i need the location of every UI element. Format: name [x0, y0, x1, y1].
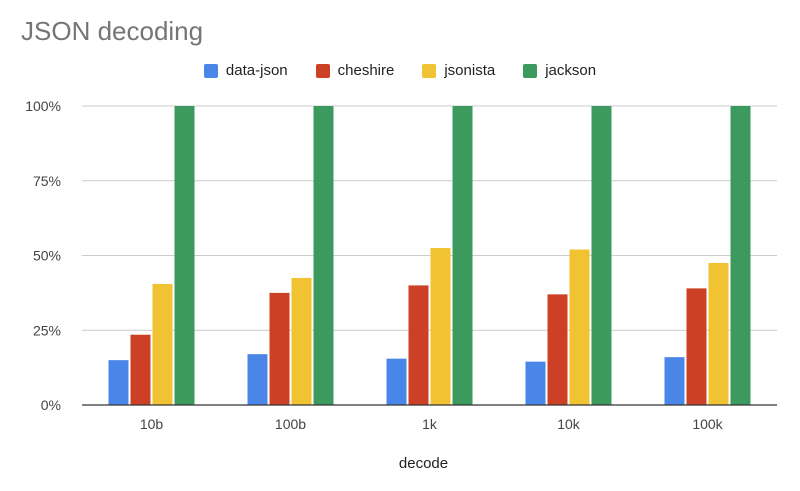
legend-item-cheshire[interactable]: cheshire [315, 62, 395, 79]
bar-cheshire-10b[interactable] [130, 334, 151, 405]
bar-jackson-10k[interactable] [591, 106, 612, 405]
x-tick-label: 100k [692, 416, 723, 432]
x-tick-label: 1k [422, 416, 438, 432]
bar-cheshire-100b[interactable] [269, 292, 290, 405]
bar-data-json-100k[interactable] [664, 357, 685, 405]
legend-swatch-jackson [523, 63, 538, 78]
x-tick-label: 10k [557, 416, 581, 432]
bar-cheshire-1k[interactable] [408, 285, 429, 405]
legend-swatch-jsonista [422, 63, 437, 78]
x-tick-label: 10b [140, 416, 164, 432]
bar-data-json-1k[interactable] [386, 358, 407, 405]
y-tick-label: 75% [33, 173, 61, 189]
bar-jackson-100k[interactable] [730, 106, 751, 405]
legend-item-data-json[interactable]: data-json [203, 62, 288, 79]
bar-jsonista-100b[interactable] [291, 277, 312, 405]
y-tick-label: 25% [33, 322, 61, 338]
legend: data-json cheshire jsonista jackson [0, 62, 800, 79]
bar-data-json-100b[interactable] [247, 354, 268, 405]
bar-jsonista-10k[interactable] [569, 249, 590, 405]
y-tick-label: 100% [25, 98, 61, 114]
y-tick-label: 50% [33, 248, 61, 264]
bar-jackson-100b[interactable] [313, 106, 334, 405]
bar-jsonista-1k[interactable] [430, 248, 451, 405]
x-tick-label: 100b [275, 416, 306, 432]
legend-swatch-data-json [203, 63, 218, 78]
bar-data-json-10b[interactable] [108, 360, 129, 405]
legend-label-jsonista: jsonista [444, 62, 496, 79]
x-axis-title: decode [399, 455, 448, 472]
bar-cheshire-100k[interactable] [686, 288, 707, 405]
bar-data-json-10k[interactable] [525, 361, 546, 405]
y-axis-ticks: 0% 25% 50% 75% 100% [25, 98, 61, 413]
x-axis-ticks: 10b 100b 1k 10k 100k [140, 416, 724, 432]
bar-jackson-10b[interactable] [174, 106, 195, 405]
bar-jsonista-10b[interactable] [152, 283, 173, 405]
y-tick-label: 0% [41, 397, 61, 413]
legend-item-jsonista[interactable]: jsonista [422, 62, 495, 79]
legend-label-cheshire: cheshire [337, 62, 395, 79]
bar-cheshire-10k[interactable] [547, 294, 568, 405]
bar-jackson-1k[interactable] [452, 106, 473, 405]
legend-swatch-cheshire [315, 63, 330, 78]
legend-item-jackson[interactable]: jackson [523, 62, 596, 79]
chart-title: JSON decoding [21, 16, 204, 46]
bar-jsonista-100k[interactable] [708, 262, 729, 405]
gridlines [82, 105, 777, 331]
bars [108, 106, 751, 405]
legend-label-jackson: jackson [545, 62, 597, 79]
legend-label-data-json: data-json [225, 62, 288, 79]
